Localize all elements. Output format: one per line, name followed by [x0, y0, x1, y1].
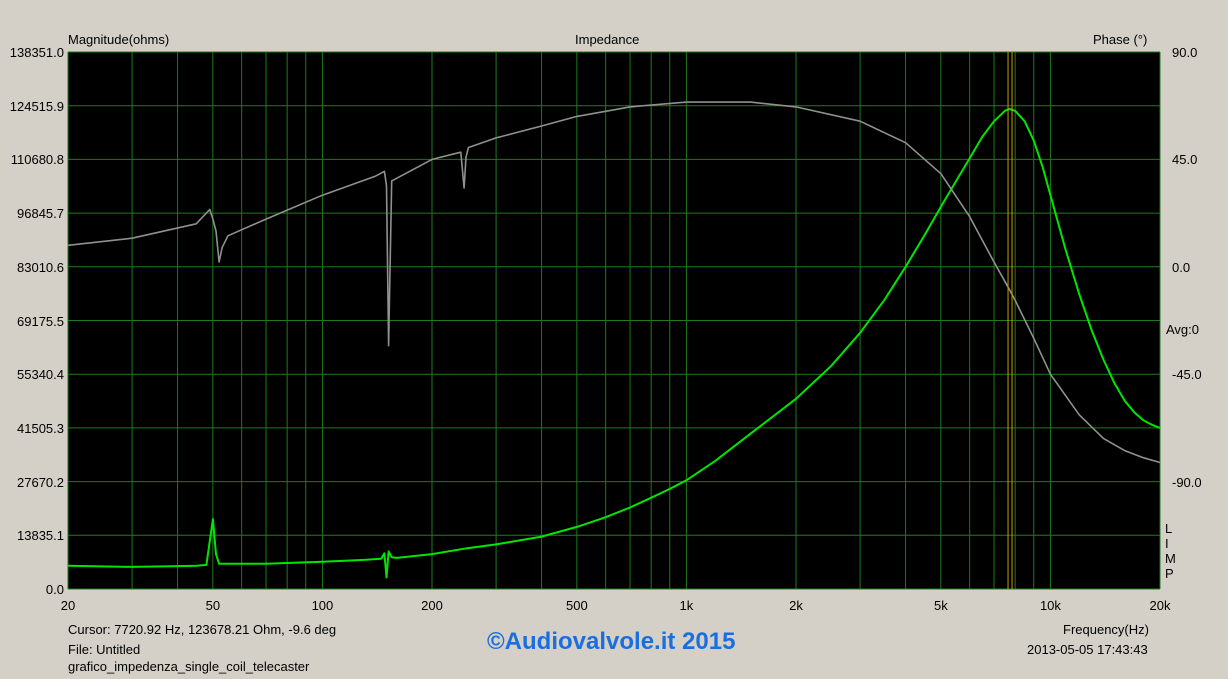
limp-letter-m: M: [1165, 551, 1176, 566]
y-tick-label: 41505.3: [17, 420, 64, 436]
file-label: File: Untitled: [68, 642, 141, 657]
x-tick-label: 10k: [1039, 598, 1061, 613]
y-tick-label: 55340.4: [17, 367, 64, 383]
y-tick-label: 138351.0: [9, 45, 64, 60]
cursor-layer: [1007, 52, 1013, 589]
y-tick-label: 0.0: [45, 582, 64, 597]
limp-letter-l: L: [1165, 521, 1173, 536]
timestamp: 2013-05-05 17:43:43: [1027, 642, 1148, 657]
avg-label: Avg:0: [1166, 322, 1200, 337]
file-name: grafico_impedenza_single_coil_telecaster: [68, 659, 310, 674]
x-tick-label: 5k: [933, 598, 948, 613]
grid: [67, 51, 1161, 590]
x-tick-label: 100: [311, 598, 334, 613]
limp-letter-i: I: [1165, 536, 1169, 551]
x-tick-label: 50: [205, 598, 221, 613]
y-tick-label: 110680.8: [10, 152, 64, 168]
y2-tick-label: 0.0: [1172, 259, 1191, 275]
x-tick-label: 2k: [789, 598, 803, 613]
watermark: ©Audiovalvole.it 2015: [487, 628, 736, 655]
x-tick-label: 20: [60, 598, 76, 613]
y-tick-label: 13835.1: [17, 528, 64, 544]
series-layer: [67, 101, 1161, 579]
cursor-readout: Cursor: 7720.92 Hz, 123678.21 Ohm, -9.6 …: [68, 622, 337, 637]
y2-tick-label: 90.0: [1172, 45, 1198, 60]
y-axis-title: Magnitude(ohms): [68, 32, 170, 47]
y2-axis-title: Phase (°): [1093, 32, 1148, 47]
y-tick-label: 27670.2: [17, 474, 64, 490]
y-tick-label: 69175.5: [17, 313, 64, 329]
x-axis-title: Frequency(Hz): [1063, 622, 1149, 637]
x-tick-label: 1k: [679, 598, 694, 613]
x-tick-label: 20k: [1149, 598, 1171, 613]
y-tick-label: 124515.9: [9, 98, 64, 114]
y2-tick-label: -90.0: [1172, 474, 1202, 490]
y-tick-label: 83010.6: [17, 259, 64, 275]
series-line-phase: [67, 101, 1161, 464]
chart-title: Impedance: [575, 32, 640, 47]
x-tick-label: 500: [565, 598, 588, 613]
y2-tick-label: 45.0: [1172, 152, 1198, 168]
y2-tick-label: -45.0: [1172, 367, 1202, 383]
x-tick-label: 200: [421, 598, 443, 613]
y-tick-label: 96845.7: [17, 206, 64, 222]
series-line-magnitude: [67, 108, 1161, 579]
limp-letter-p: P: [1165, 566, 1174, 581]
